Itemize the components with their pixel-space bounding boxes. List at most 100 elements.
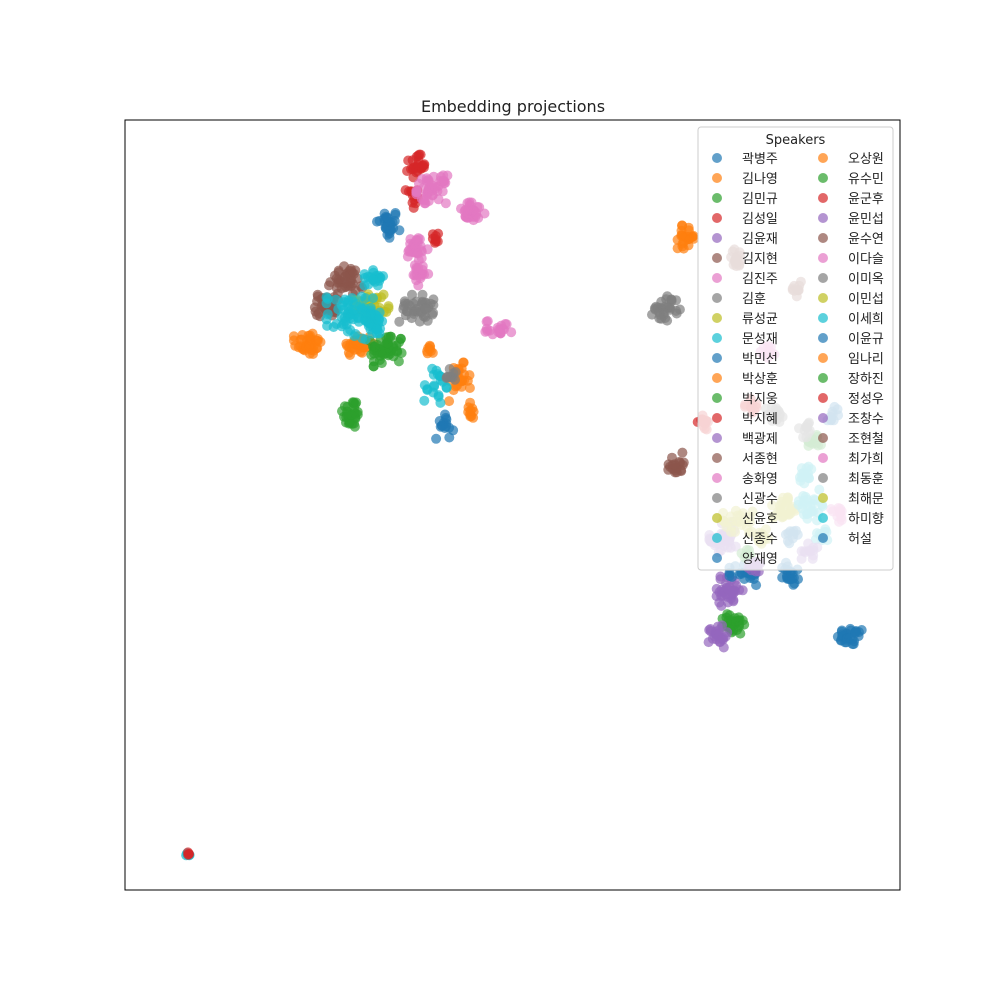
legend-marker <box>712 253 722 263</box>
point <box>407 197 418 208</box>
point <box>378 349 389 360</box>
legend-marker <box>818 173 828 183</box>
point <box>355 301 366 312</box>
point <box>412 235 423 246</box>
point <box>669 459 680 470</box>
legend-label: 조현철 <box>848 432 884 447</box>
point <box>463 402 474 413</box>
legend-marker <box>712 493 722 503</box>
point <box>340 316 351 327</box>
legend-marker <box>712 213 722 223</box>
point <box>340 294 350 305</box>
point <box>417 174 428 184</box>
point <box>440 198 451 209</box>
legend-label: 오상원 <box>848 152 884 167</box>
legend-marker <box>712 313 722 323</box>
legend-marker <box>818 413 828 423</box>
point <box>420 303 431 314</box>
series-11 <box>431 409 459 444</box>
point <box>661 294 672 305</box>
legend-label: 박지혜 <box>742 412 778 427</box>
point <box>420 312 431 322</box>
legend-label: 류성균 <box>742 312 778 327</box>
point <box>734 569 745 580</box>
point <box>832 631 843 642</box>
point <box>382 212 393 223</box>
point <box>370 323 381 334</box>
point <box>288 335 299 346</box>
series-7 <box>402 170 517 340</box>
legend-label: 김진주 <box>742 272 778 287</box>
legend-label: 서종현 <box>742 452 778 467</box>
point <box>718 642 729 653</box>
series-22 <box>422 340 438 359</box>
legend-label: 장하진 <box>848 372 884 387</box>
legend-label: 하미향 <box>848 512 884 527</box>
legend-marker <box>818 273 828 283</box>
point <box>429 181 440 192</box>
series-32 <box>463 397 479 423</box>
point <box>654 313 665 324</box>
point <box>419 395 430 406</box>
legend-marker <box>818 373 828 383</box>
point <box>715 571 726 582</box>
point <box>402 166 413 176</box>
legend-label: 김성일 <box>742 212 778 227</box>
point <box>411 189 422 200</box>
legend-marker <box>712 353 722 363</box>
legend-label: 이윤규 <box>848 332 884 347</box>
point <box>481 316 492 327</box>
point <box>350 329 361 339</box>
legend-marker <box>712 393 722 403</box>
series-28 <box>441 364 461 385</box>
point <box>674 304 685 315</box>
series-13 <box>717 609 750 639</box>
point <box>408 270 419 280</box>
point <box>296 334 307 345</box>
point <box>403 155 414 166</box>
point <box>429 381 439 392</box>
legend-marker <box>712 373 722 383</box>
series-10 <box>321 291 388 345</box>
legend-marker <box>818 533 828 543</box>
point <box>417 289 428 300</box>
point <box>662 302 673 313</box>
legend-label: 문성재 <box>742 332 778 347</box>
point <box>440 177 451 188</box>
legend-marker <box>712 533 722 543</box>
point <box>733 615 744 626</box>
series-16 <box>663 447 689 478</box>
series-15 <box>703 620 733 653</box>
legend-marker <box>712 293 722 303</box>
point <box>788 572 799 583</box>
point <box>357 347 368 358</box>
point <box>433 391 444 402</box>
legend-marker <box>818 153 828 163</box>
point <box>412 306 423 317</box>
point <box>418 195 429 206</box>
legend-marker <box>712 333 722 343</box>
point <box>734 585 745 595</box>
point <box>321 298 332 309</box>
legend-label: 송화영 <box>742 472 778 487</box>
legend-marker <box>818 493 828 503</box>
point <box>430 234 441 245</box>
legend-label: 김민규 <box>742 192 778 207</box>
point <box>322 320 333 331</box>
point <box>383 301 394 312</box>
point <box>450 374 460 385</box>
legend-label: 김훈 <box>742 292 766 307</box>
point <box>705 626 716 637</box>
series-20 <box>181 363 452 861</box>
point <box>464 383 475 393</box>
point <box>670 467 681 478</box>
legend-label: 백광제 <box>742 432 778 447</box>
point <box>362 271 373 282</box>
point <box>444 432 455 443</box>
point <box>422 244 433 255</box>
point <box>444 396 455 407</box>
legend-marker <box>818 513 828 523</box>
point <box>425 341 436 352</box>
point <box>315 337 326 347</box>
point <box>677 447 688 458</box>
